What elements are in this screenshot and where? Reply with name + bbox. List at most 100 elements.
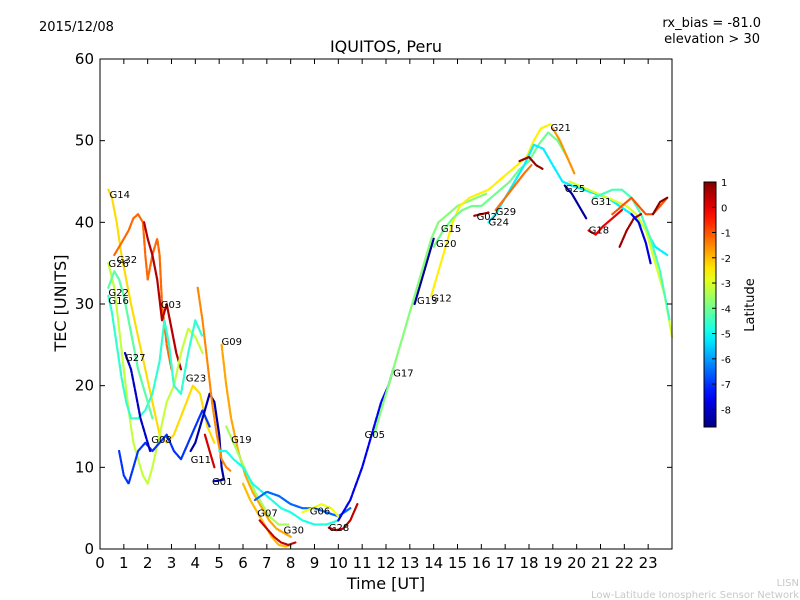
satellite-track [117, 409, 211, 485]
colorbar-gradient [703, 181, 717, 428]
y-tick-label: 30 [75, 295, 94, 313]
satellite-label: G22 [108, 288, 128, 299]
rx-bias-label: rx_bias = -81.0 [662, 16, 761, 31]
plot-frame [99, 58, 673, 550]
elevation-label: elevation > 30 [664, 32, 760, 47]
y-axis-label: TEC [UNITS] [51, 255, 70, 353]
x-tick-label: 0 [95, 554, 105, 572]
satellite-track [487, 143, 669, 257]
satellite-label: G23 [186, 374, 206, 385]
satellite-track [563, 184, 588, 220]
x-tick-label: 14 [424, 554, 443, 572]
satellite-label: G13 [417, 296, 437, 307]
y-tick-label: 20 [75, 377, 94, 395]
date-label: 2015/12/08 [39, 20, 114, 35]
x-tick-label: 22 [615, 554, 634, 572]
x-tick-label: 9 [310, 554, 320, 572]
colorbar-tick-label: -2 [721, 254, 731, 265]
satellite-track [611, 196, 669, 216]
satellite-track [587, 209, 624, 236]
satellite-label: G20 [436, 239, 456, 250]
satellite-label: G17 [393, 369, 413, 380]
x-tick-label: 16 [472, 554, 491, 572]
satellite-label: G01 [212, 477, 232, 488]
y-tick-label: 40 [75, 213, 94, 231]
x-tick-label: 5 [214, 554, 224, 572]
satellite-track [218, 449, 340, 526]
satellite-track [258, 519, 297, 547]
x-axis-label: Time [UT] [346, 574, 425, 593]
satellite-track [494, 164, 533, 212]
satellite-label: G27 [125, 353, 145, 364]
satellite-label: G06 [310, 507, 330, 518]
x-tick-label: 20 [567, 554, 586, 572]
satellite-track [107, 294, 204, 420]
satellite-track [337, 368, 395, 522]
satellite-track [123, 351, 152, 453]
satellite-label: G15 [441, 224, 461, 235]
x-tick-label: 19 [543, 554, 562, 572]
x-tick-label: 17 [496, 554, 515, 572]
x-tick-label: 1 [119, 554, 129, 572]
y-tick-label: 0 [84, 540, 94, 558]
x-tick-label: 3 [167, 554, 177, 572]
colorbar-tick-label: -5 [721, 330, 731, 341]
x-tick-label: 4 [191, 554, 201, 572]
colorbar-tick-label: -4 [721, 304, 731, 315]
satellite-label: G09 [222, 337, 242, 348]
x-tick-label: 23 [639, 554, 658, 572]
x-tick-label: 8 [286, 554, 296, 572]
x-tick-label: 12 [376, 554, 395, 572]
satellite-label: G19 [231, 435, 251, 446]
satellite-label: G29 [496, 207, 516, 218]
x-tick-label: 7 [262, 554, 272, 572]
x-tick-label: 15 [448, 554, 467, 572]
satellite-label: G11 [191, 455, 211, 466]
satellite-label: G28 [329, 523, 349, 534]
satellite-label: G12 [431, 293, 451, 304]
y-tick-label: 60 [75, 50, 94, 68]
satellite-track [551, 127, 576, 175]
colorbar-tick-label: -1 [721, 229, 731, 240]
satellite-track [143, 221, 183, 371]
colorbar-tick-label: -8 [721, 405, 731, 416]
satellite-label: G16 [108, 296, 128, 307]
satellite-label: G26 [108, 259, 128, 270]
y-tick-label: 50 [75, 132, 94, 150]
x-tick-label: 21 [591, 554, 610, 572]
colorbar-tick-label: -6 [721, 355, 731, 366]
satellite-track [630, 213, 652, 265]
satellite-label: G32 [117, 255, 137, 266]
colorbar-tick-label: 0 [721, 203, 727, 214]
satellite-label: G08 [151, 435, 171, 446]
footer-network: Low-Latitude Ionospheric Sensor Network [591, 590, 799, 600]
satellite-track [189, 392, 225, 483]
satellite-track [473, 211, 490, 217]
satellite-track [225, 425, 290, 526]
satellite-track [432, 131, 569, 248]
satellite-label: G05 [365, 430, 385, 441]
colorbar-label: Latitude [743, 278, 758, 332]
satellite-track [253, 490, 352, 518]
x-tick-label: 6 [238, 554, 248, 572]
colorbar-tick-label: -7 [721, 380, 731, 391]
satellite-track [107, 262, 204, 485]
plot-layer [107, 123, 674, 548]
satellite-track [203, 433, 216, 469]
satellite-label: G21 [550, 123, 570, 134]
satellite-label: G07 [257, 508, 277, 519]
satellite-label: G25 [565, 184, 585, 195]
satellite-track [327, 503, 359, 532]
satellite-track [568, 180, 674, 338]
satellite-label: G24 [488, 218, 508, 229]
satellite-track [301, 503, 340, 518]
satellite-track [651, 196, 669, 216]
satellite-track [618, 213, 643, 248]
axes-layer: 0 1 2 3 4 5 6 7 8 9 10 11 12 13 14 15 16 17 18 19 20 21 22 2301… [75, 50, 673, 572]
chart-title: IQUITOS, Peru [330, 37, 442, 56]
satellite-track [113, 213, 173, 371]
footer-lisn: LISN [777, 578, 799, 589]
x-tick-label: 18 [519, 554, 538, 572]
